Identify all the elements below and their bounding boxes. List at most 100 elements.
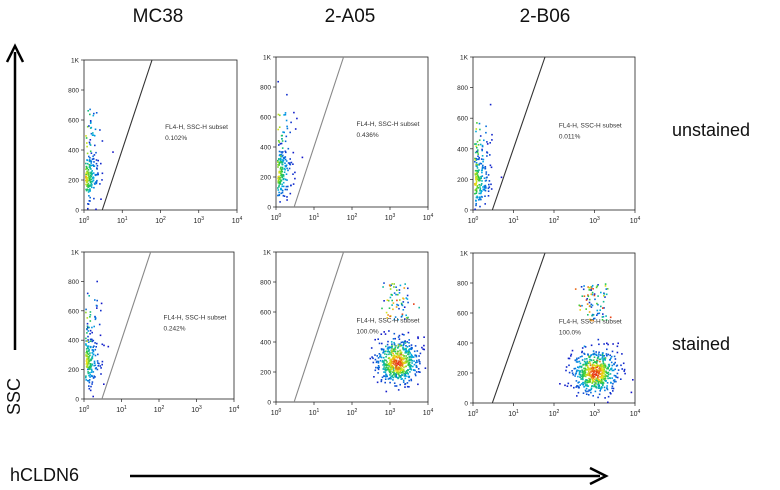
gate-name-label: FL4-H, SSC-H subset: [559, 122, 622, 129]
event-dot: [395, 362, 397, 365]
x-tick-label: 101: [508, 216, 519, 225]
event-dot: [613, 363, 615, 366]
event-dot: [601, 376, 603, 378]
event-dot: [580, 365, 583, 368]
gate-name-label: FL4-H, SSC-H subset: [165, 124, 228, 131]
event-dot: [577, 357, 580, 359]
event-dot: [391, 345, 393, 347]
event-dot: [602, 300, 605, 303]
event-dot: [88, 295, 90, 297]
event-dot: [281, 189, 284, 192]
event-dot: [415, 371, 418, 373]
event-dot: [486, 141, 488, 143]
event-dot: [481, 166, 484, 168]
event-dot: [394, 346, 397, 349]
gate-line: [101, 59, 153, 211]
event-dot: [606, 388, 609, 391]
event-dot: [286, 127, 289, 130]
event-dot: [410, 348, 412, 351]
event-dot: [572, 374, 575, 376]
event-dot: [584, 361, 587, 364]
event-dot: [606, 348, 608, 351]
event-dot: [394, 364, 396, 366]
y-tick-label: 0: [464, 401, 468, 408]
event-dot: [92, 348, 94, 351]
event-dot: [382, 364, 384, 366]
event-dot: [92, 158, 95, 160]
event-dot: [407, 375, 409, 378]
event-dot: [604, 371, 607, 373]
event-dot: [401, 304, 404, 307]
event-dot: [599, 382, 602, 384]
event-dot: [577, 391, 580, 394]
event-dot: [583, 367, 585, 370]
event-dot: [404, 383, 407, 385]
event-dot: [592, 377, 595, 379]
event-dot: [589, 378, 591, 381]
event-dot: [87, 184, 89, 187]
event-dot: [393, 343, 396, 345]
event-dot: [581, 378, 583, 380]
event-dot: [601, 319, 604, 321]
event-dot: [632, 379, 634, 381]
event-dot: [475, 162, 478, 164]
event-dot: [599, 354, 602, 356]
y-tick-label: 600: [457, 311, 468, 318]
event-dot: [400, 357, 403, 359]
event-dot: [589, 380, 591, 382]
event-dot: [477, 144, 480, 146]
event-dot: [590, 367, 593, 369]
event-dot: [404, 360, 407, 363]
event-dot: [400, 376, 402, 378]
event-dot: [89, 389, 92, 392]
event-dot: [389, 370, 392, 373]
event-dot: [87, 364, 89, 366]
event-dot: [91, 158, 94, 160]
event-dot: [388, 362, 391, 365]
event-dot: [404, 377, 407, 380]
event-dot: [91, 326, 93, 329]
event-dot: [90, 358, 93, 361]
event-dot: [280, 161, 282, 163]
event-dot: [278, 162, 281, 165]
event-dot: [575, 370, 578, 373]
event-dot: [391, 283, 393, 285]
event-dot: [585, 390, 587, 393]
event-dot: [90, 184, 92, 187]
x-tick-label: 100: [468, 216, 479, 225]
event-dot: [280, 188, 282, 191]
event-dot: [604, 296, 606, 298]
event-dot: [281, 185, 283, 188]
event-dot: [408, 386, 410, 388]
event-dot: [482, 164, 484, 167]
event-dot: [279, 168, 282, 170]
event-dot: [611, 369, 614, 372]
event-dot: [374, 354, 376, 356]
event-dot: [401, 333, 404, 336]
event-dot: [590, 306, 593, 308]
event-dot: [589, 358, 591, 361]
event-dot: [602, 383, 604, 386]
event-dot: [588, 360, 591, 363]
event-dot: [389, 381, 391, 384]
event-dot: [605, 372, 608, 374]
event-dot: [475, 143, 477, 145]
event-dot: [370, 347, 373, 349]
event-dot: [87, 189, 89, 191]
event-dot: [391, 304, 393, 306]
event-dot: [591, 373, 593, 376]
event-dot: [386, 353, 388, 356]
event-dot: [398, 289, 401, 291]
event-dot: [580, 365, 582, 368]
gate-name-label: FL4-H, SSC-H subset: [357, 318, 420, 325]
event-dot: [596, 312, 599, 315]
event-dot: [401, 371, 403, 374]
event-dot: [384, 368, 387, 370]
event-dot: [395, 293, 397, 296]
event-dot: [475, 188, 478, 190]
event-dot: [88, 366, 91, 369]
event-dot: [401, 361, 403, 363]
event-dot: [590, 359, 593, 362]
event-dot: [404, 318, 406, 320]
event-dot: [602, 375, 605, 377]
